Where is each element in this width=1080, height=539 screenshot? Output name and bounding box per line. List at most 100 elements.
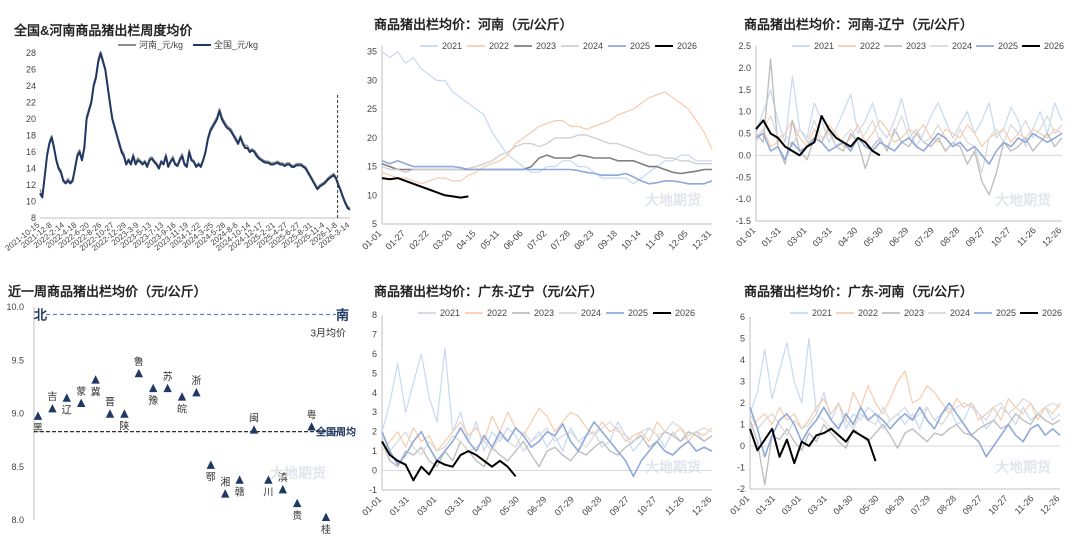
y-tick-label: 3	[372, 407, 377, 417]
legend-label-2024: 2024	[581, 308, 601, 318]
y-tick-label: 5	[740, 334, 745, 344]
x-tick-label: 07-29	[553, 494, 576, 517]
x-tick-label: 09-27	[964, 225, 987, 248]
x-tick-label: 09-27	[608, 494, 631, 517]
y-tick-label: -1	[737, 463, 745, 473]
chart-panel-guangdong-henan: 商品猪出栏均价：广东-河南（元/公斤） -2 -1 0 1 2 3 4 5 6 01-01 01-3…	[720, 267, 1080, 534]
province-marker-苏	[163, 383, 172, 393]
x-tick-label: 07-29	[913, 225, 936, 248]
y-tick-label: 0	[372, 466, 377, 476]
province-marker-陕	[120, 409, 129, 418]
x-tick-label: 07-29	[909, 493, 932, 516]
province-marker-吉	[48, 403, 57, 413]
chart-panel-weekly-provinces: 近一周商品猪出栏均价（元/公斤） 8.0 8.5 9.0 9.5 10.0 北 南 3月均价全…	[0, 267, 360, 536]
province-marker-闽	[249, 425, 259, 434]
x-tick-label: 04-30	[836, 225, 859, 248]
y-tick-label: 10	[26, 197, 36, 207]
legend-label-2022: 2022	[860, 41, 880, 51]
province-marker-桂	[321, 512, 331, 522]
x-tick-label: 10-14	[619, 228, 642, 251]
chart-canvas: 8.0 8.5 9.0 9.5 10.0 北 南 3月均价全国周均 黑 吉辽蒙 冀晋陕 鲁豫苏皖 浙鄂湘…	[6, 302, 356, 536]
series-line-2024	[381, 134, 712, 174]
y-tick-label: 2	[740, 398, 745, 408]
y-tick-label: 7	[372, 329, 377, 339]
y-tick-label: -1	[369, 485, 377, 495]
y-tick-label: 2.0	[738, 63, 751, 73]
chart-panel-guangdong-liaoning: 商品猪出栏均价：广东-辽宁（元/公斤） -1 0 1 2 3 4 5 6 7 8 01-01 01-3…	[360, 267, 720, 534]
legend-label-2022: 2022	[489, 41, 509, 51]
watermark: 大地期货	[270, 465, 326, 481]
series-line-2025	[749, 402, 1061, 458]
x-tick-label: 10-27	[989, 225, 1012, 248]
province-marker-鄂	[206, 460, 215, 469]
x-tick-label: 03-31	[443, 494, 466, 517]
x-tick-label: 01-31	[760, 225, 783, 248]
province-label-粤: 粤	[307, 408, 317, 421]
province-label-豫: 豫	[148, 394, 158, 407]
series-line-2025	[381, 160, 713, 185]
x-tick-label: 11-26	[1015, 225, 1038, 248]
legend-label-2025: 2025	[998, 41, 1018, 51]
y-tick-label: 10	[367, 190, 377, 200]
y-tick-label: 22	[26, 98, 36, 108]
province-label-湘: 湘	[220, 475, 230, 488]
x-tick-label: 06-29	[525, 494, 548, 517]
y-tick-label: 35	[367, 47, 377, 57]
series-line-2022	[749, 370, 1061, 430]
province-label-晋: 晋	[105, 397, 115, 409]
y-tick-label: 25	[367, 104, 377, 114]
legend-label-2024: 2024	[950, 308, 970, 318]
y-tick-label: 0.5	[738, 129, 751, 139]
x-tick-label: 11-26	[1013, 493, 1036, 516]
y-tick-label: 12	[26, 180, 36, 190]
series-line-2025	[755, 132, 1063, 165]
series-line-2026	[381, 440, 517, 482]
x-tick-label: 12-31	[690, 228, 713, 251]
province-label-黑: 黑	[33, 423, 43, 435]
legend-label-2023: 2023	[536, 41, 556, 51]
province-label-赣: 赣	[235, 486, 245, 499]
y-tick-label: 15	[367, 162, 377, 172]
y-tick-label: 6	[372, 349, 377, 359]
province-marker-赣	[235, 475, 244, 484]
x-tick-label: 09-18	[596, 228, 619, 251]
series-line-2026	[749, 427, 877, 465]
province-label-闽: 闽	[249, 411, 259, 424]
x-tick-label: 08-28	[580, 494, 603, 517]
y-tick-label: 24	[26, 81, 36, 91]
chart-canvas: -1 0 1 2 3 4 5 6 7 8 01-01 01-31 03-01 03-31 04-30 05-3…	[360, 308, 713, 518]
x-tick-label: 11-26	[663, 494, 686, 517]
x-tick-label: 01-01	[360, 494, 383, 517]
province-marker-贵	[293, 498, 302, 508]
y-tick-label: 2	[372, 427, 377, 437]
x-tick-label: 12-26	[690, 494, 713, 517]
x-tick-label: 05-30	[862, 225, 885, 248]
y-tick-label: 1	[372, 446, 377, 456]
series-line-2024	[755, 115, 1063, 174]
x-tick-label: 12-26	[1038, 493, 1061, 516]
x-tick-label: 07-02	[525, 228, 548, 251]
province-marker-冀	[91, 375, 100, 384]
y-tick-label: 20	[367, 133, 377, 143]
y-tick-label: 26	[26, 65, 36, 75]
province-label-川: 川	[263, 488, 273, 499]
x-tick-label: 01-01	[360, 228, 383, 251]
legend-label-2026: 2026	[675, 308, 695, 318]
province-label-吉: 吉	[47, 391, 57, 403]
y-tick-label: 1.0	[738, 107, 751, 117]
x-tick-label: 08-28	[938, 225, 961, 248]
x-tick-label: 04-30	[470, 494, 493, 517]
x-tick-label: 12-05	[666, 228, 689, 251]
y-tick-label: 1.5	[738, 85, 751, 95]
chart-title: 全国&河南商品猪出栏周度均价	[14, 23, 193, 38]
chart-title: 近一周商品猪出栏均价（元/公斤）	[8, 284, 207, 299]
y-tick-label: 3	[740, 377, 745, 387]
series-line-2022	[381, 91, 713, 185]
y-tick-label: 8	[31, 213, 36, 223]
x-tick-label: 07-28	[549, 228, 572, 251]
x-tick-label: 10-27	[986, 493, 1009, 516]
series-line-2023	[755, 58, 1063, 196]
province-marker-川	[264, 475, 273, 484]
legend-label-2021: 2021	[812, 308, 832, 318]
south-label: 南	[336, 307, 349, 322]
